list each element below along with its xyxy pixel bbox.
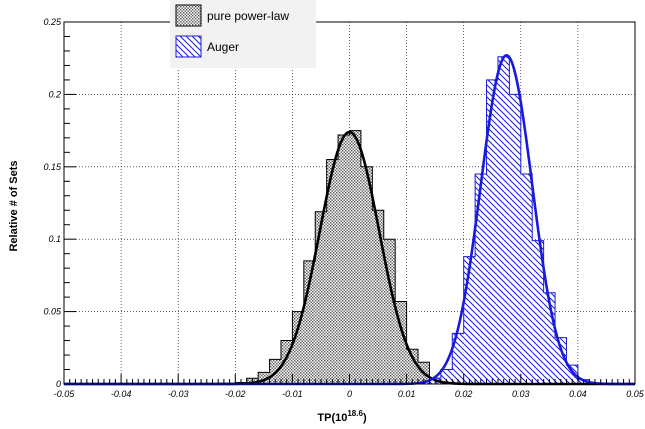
histogram-bar: [509, 94, 521, 385]
histogram-bar: [566, 365, 578, 384]
histogram-bar: [395, 301, 407, 384]
histogram-bar: [532, 240, 544, 384]
histogram-bar: [475, 174, 487, 384]
y-tick-labels: 0 0.05 0.1 0.15 0.2 0.25: [43, 17, 62, 389]
x-tick-label: -0.04: [111, 389, 132, 399]
histogram-bar: [326, 159, 339, 384]
histogram-bar: [543, 292, 556, 384]
series-1: [428, 56, 590, 385]
axes: [63, 21, 636, 385]
legend-label-0: pure power-law: [207, 9, 289, 23]
x-tick-label: 0.05: [626, 389, 645, 399]
x-tick-label: -0.02: [225, 389, 246, 399]
series-0: [234, 130, 442, 384]
histogram-bar: [280, 340, 293, 384]
histogram-bar: [315, 211, 327, 384]
x-tick-label: -0.03: [168, 389, 189, 399]
x-tick-label: -0.05: [54, 389, 76, 399]
histogram-bar: [406, 349, 419, 384]
plot-area: [63, 21, 636, 386]
y-tick-label: 0.2: [48, 89, 61, 99]
y-tick-label: 0.25: [43, 17, 62, 27]
x-tick-label: 0: [347, 389, 352, 399]
histogram-bar: [463, 256, 476, 384]
y-tick-label: 0: [56, 379, 61, 389]
x-tick-label: 0.04: [569, 389, 587, 399]
histogram-series: [234, 56, 590, 385]
x-tick-label: 0.03: [512, 389, 530, 399]
histogram-bar: [349, 130, 361, 384]
x-tick-label: -0.01: [282, 389, 303, 399]
y-tick-label: 0.1: [48, 234, 61, 244]
y-tick-label: 0.05: [43, 307, 62, 317]
histogram-bar: [452, 333, 464, 384]
y-axis-title: Relative # of Sets: [8, 160, 20, 251]
legend-swatch-1: [175, 35, 202, 58]
y-tick-label: 0.15: [43, 162, 62, 172]
legend: pure power-law Auger: [170, 0, 316, 68]
histogram-outline: [428, 56, 590, 384]
x-tick-label: 0.01: [398, 389, 416, 399]
histogram-bar: [303, 260, 316, 384]
x-axis-title: TP(1018.6): [317, 409, 367, 424]
histogram-bar: [338, 134, 350, 384]
x-tick-label: 0.02: [455, 389, 473, 399]
histogram-bar: [497, 56, 510, 384]
histogram-bar: [360, 166, 373, 384]
histogram-bar: [555, 337, 567, 384]
legend-label-1: Auger: [207, 40, 239, 54]
histogram-bar: [372, 210, 384, 384]
x-tick-labels: -0.05 -0.04 -0.03 -0.02 -0.01 0 0.01 0.02 0.03 0.…: [54, 389, 645, 399]
legend-swatch-0: [175, 4, 202, 27]
histogram-bar: [486, 79, 498, 385]
histogram-bar: [292, 311, 304, 384]
histogram-bar: [440, 369, 453, 384]
histogram-bar: [258, 372, 270, 384]
histogram-bar: [520, 174, 533, 384]
histogram-bar: [383, 239, 396, 384]
